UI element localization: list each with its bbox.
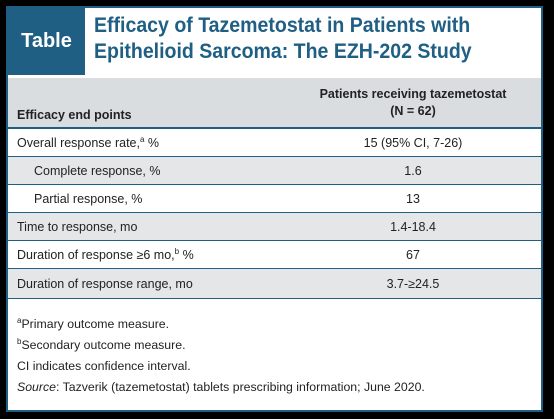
table-row: Overall response rate,a % 15 (95% CI, 7-…	[8, 129, 541, 157]
table-title: Efficacy of Tazemetostat in Patients wit…	[94, 13, 503, 65]
table-title-line-2: Epithelioid Sarcoma: The EZH-202 Study	[94, 40, 472, 63]
row-value: 3.7-≥24.5	[386, 276, 440, 291]
table-tag: Table	[8, 8, 85, 75]
column-header-patients-line-1: Patients receiving tazemetostat	[319, 87, 507, 101]
footnote-b: bSecondary outcome measure.	[17, 336, 186, 352]
table-row: Partial response, % 13	[8, 185, 541, 213]
column-header-patients-line-2: (N = 62)	[390, 104, 436, 118]
footnotes: aPrimary outcome measure. bSecondary out…	[17, 314, 425, 398]
table-row: Duration of response ≥6 mo,b % 67	[8, 241, 541, 269]
row-value: 1.6	[404, 163, 422, 178]
row-value: 13	[406, 191, 420, 206]
row-label: Time to response, mo	[17, 219, 138, 234]
row-label: Partial response, %	[34, 191, 143, 206]
row-label: Duration of response range, mo	[17, 276, 193, 291]
column-headers: Efficacy end points Patients receiving t…	[8, 78, 541, 129]
footnote-ci: CI indicates confidence interval.	[17, 359, 191, 373]
row-label: Complete response, %	[34, 163, 161, 178]
footnote-source: Source: Tazverik (tazemetostat) tablets …	[17, 380, 425, 394]
column-header-patients: Patients receiving tazemetostat (N = 62)	[293, 86, 533, 120]
row-label: Overall response rate,a %	[17, 134, 160, 150]
row-value: 15 (95% CI, 7-26)	[363, 135, 463, 150]
column-header-endpoints: Efficacy end points	[17, 108, 132, 122]
table-header: Table Efficacy of Tazemetostat in Patien…	[8, 8, 541, 75]
efficacy-table-card: Table Efficacy of Tazemetostat in Patien…	[6, 6, 543, 412]
footnote-a: aPrimary outcome measure.	[17, 315, 170, 331]
table-row: Duration of response range, mo 3.7-≥24.5	[8, 269, 541, 299]
table-title-line-1: Efficacy of Tazemetostat in Patients wit…	[94, 14, 471, 37]
table-row: Complete response, % 1.6	[8, 157, 541, 185]
row-value: 67	[406, 247, 420, 262]
table-row: Time to response, mo 1.4-18.4	[8, 213, 541, 241]
row-label: Duration of response ≥6 mo,b %	[17, 246, 194, 262]
row-value: 1.4-18.4	[390, 219, 436, 234]
